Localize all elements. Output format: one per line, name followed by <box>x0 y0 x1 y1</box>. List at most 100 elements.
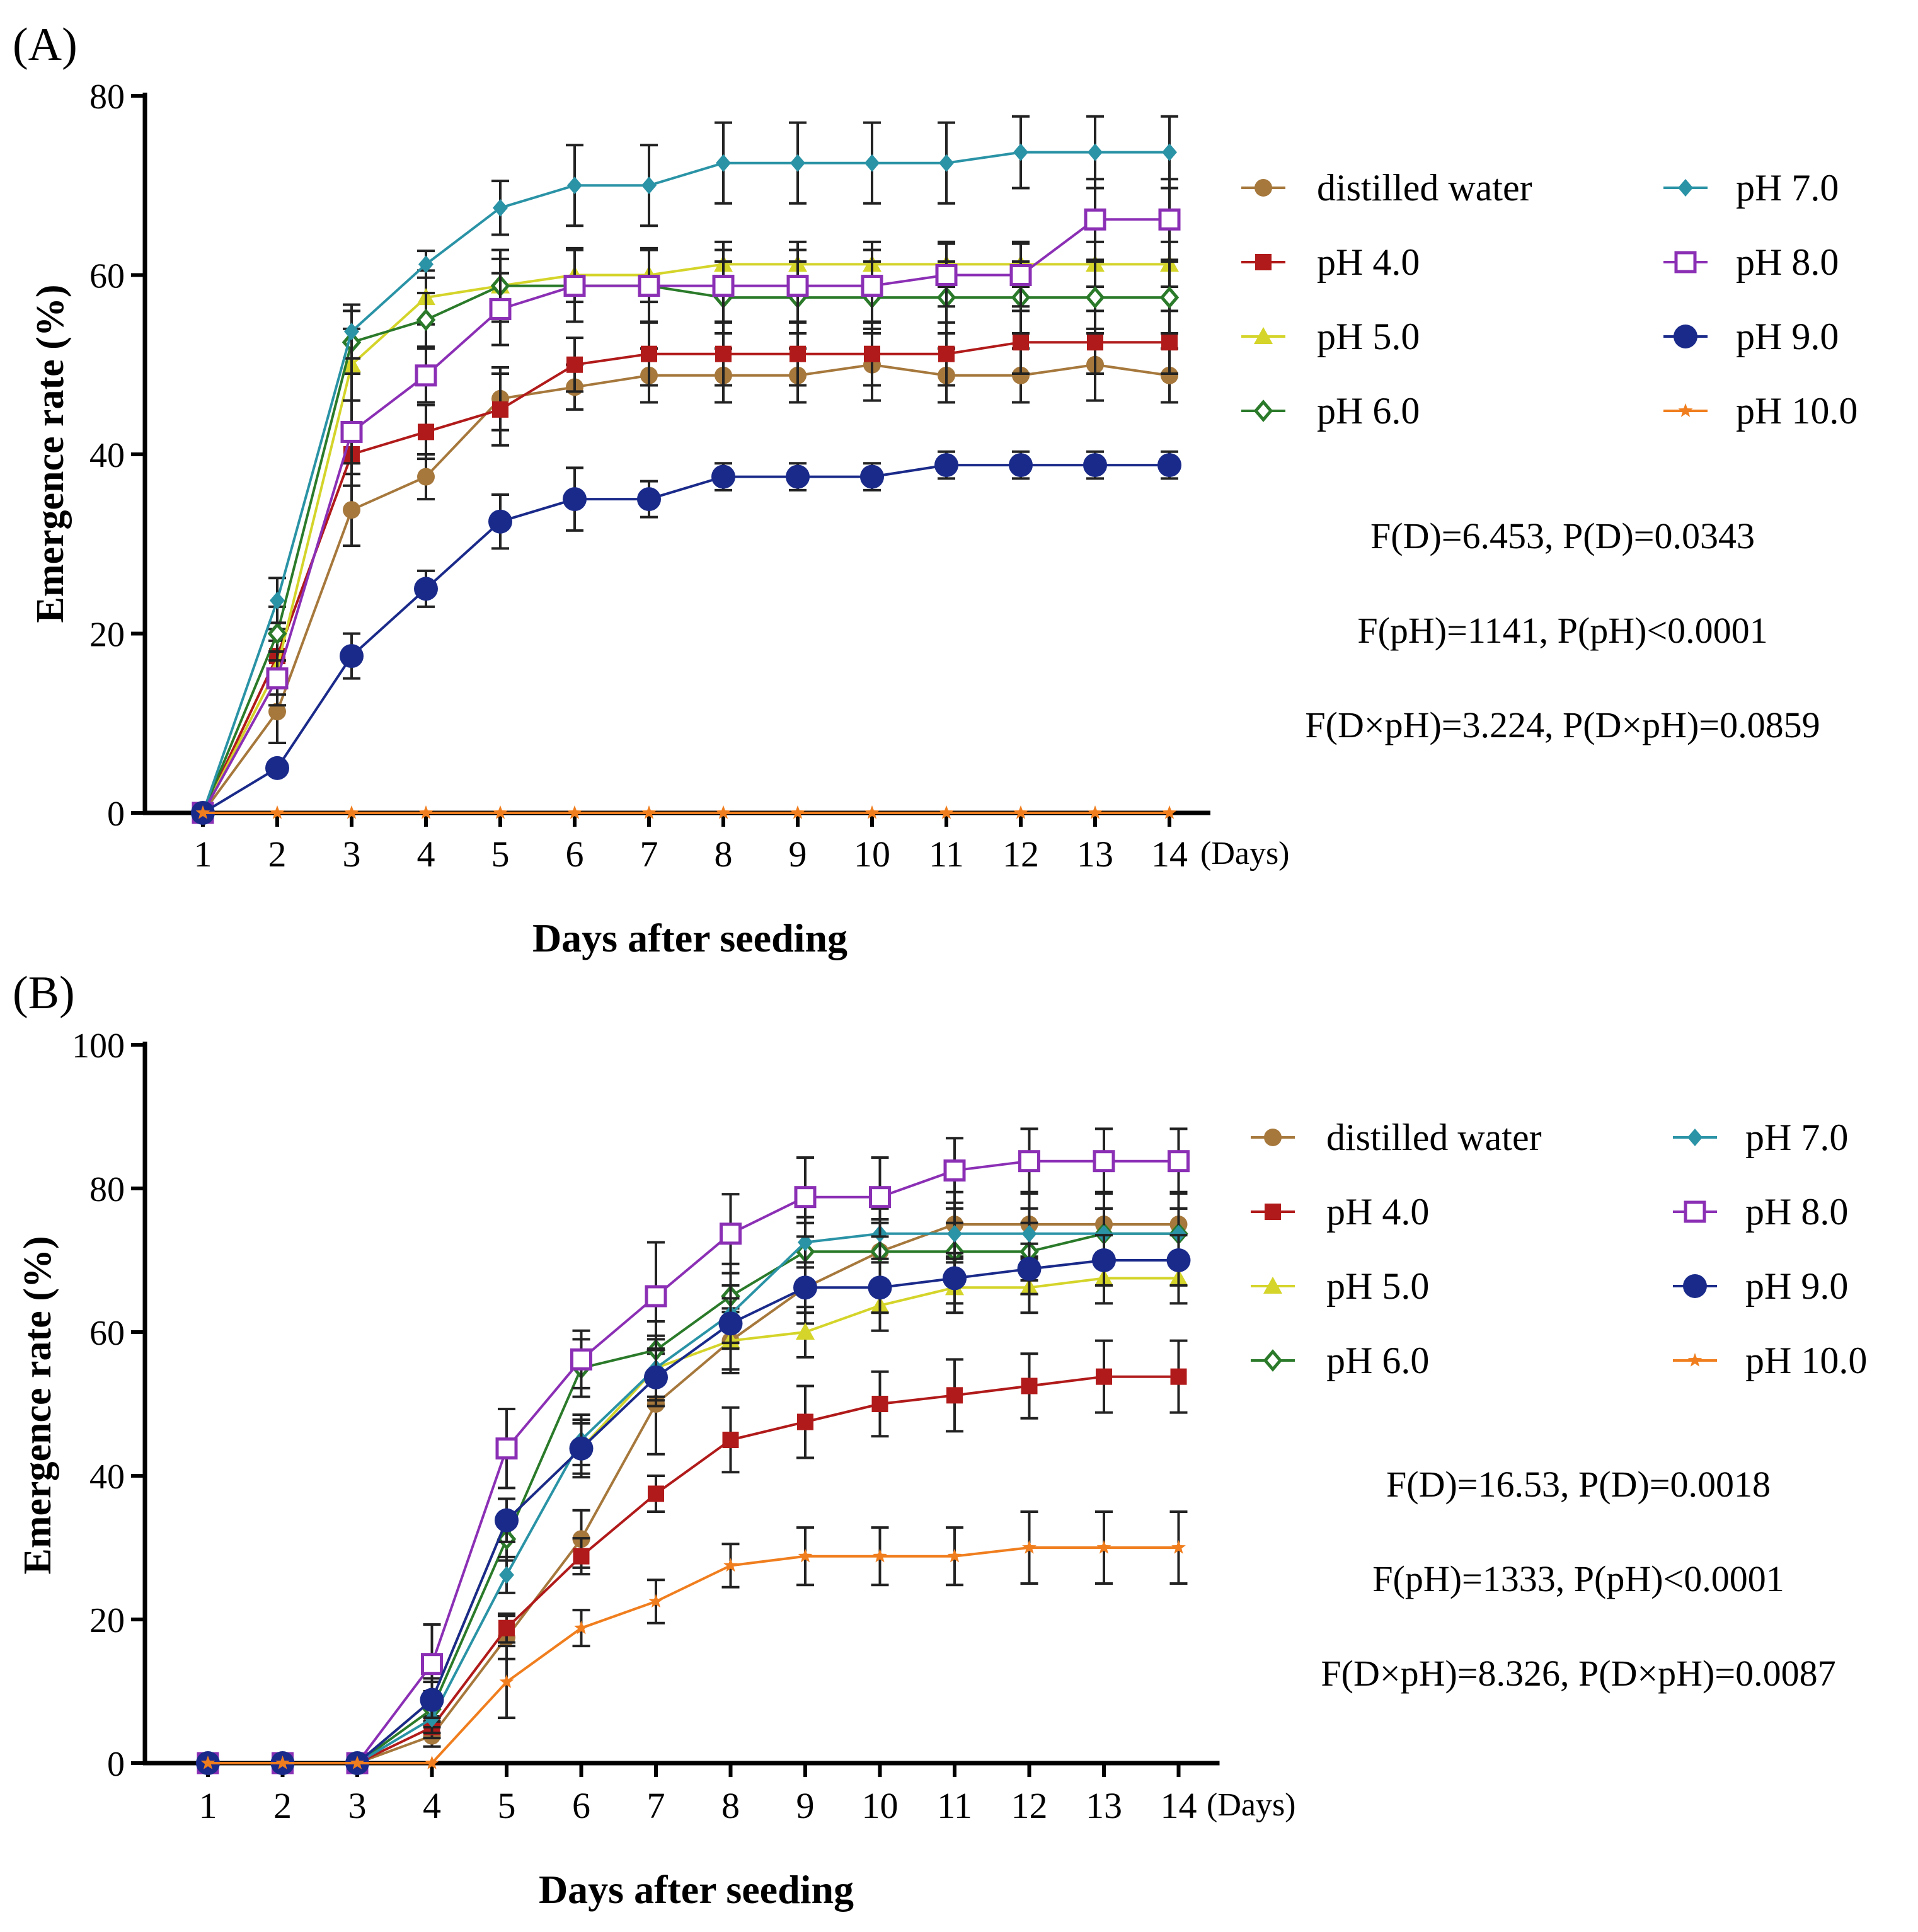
data-point <box>267 622 287 645</box>
data-point <box>794 1186 817 1209</box>
legend-label: pH 4.0 <box>1317 241 1420 283</box>
panel-a-y-tick-label: 40 <box>89 436 125 475</box>
data-point <box>195 805 210 819</box>
data-point <box>489 298 512 321</box>
panel-b-y-tick-label: 80 <box>89 1170 125 1209</box>
data-point <box>563 275 586 297</box>
panel-b-y-tick-label: 0 <box>107 1745 125 1784</box>
data-point <box>716 154 731 172</box>
legend-marker <box>1684 1200 1706 1223</box>
data-point <box>569 1436 594 1461</box>
data-point <box>1159 286 1180 309</box>
data-point <box>864 154 880 172</box>
legend-label: pH 7.0 <box>1745 1117 1848 1158</box>
panel-b-series-ph-10-0 <box>200 1510 1188 1769</box>
data-point <box>418 255 434 273</box>
data-point <box>268 703 286 721</box>
data-point <box>415 364 437 387</box>
data-point <box>790 805 805 819</box>
legend-item: pH 5.0 <box>1251 1265 1429 1307</box>
panel-b-x-axis-title: Days after seeding <box>539 1867 854 1912</box>
panel-b-series-ph-8-0 <box>197 1127 1190 1774</box>
legend-marker <box>1674 325 1697 348</box>
data-point <box>934 453 958 478</box>
series-line <box>202 363 1170 814</box>
panel-a-stat-annotation: F(D)=6.453, P(D)=0.0343 <box>1370 515 1755 556</box>
data-point <box>1021 1224 1037 1243</box>
series-line <box>202 218 1169 814</box>
data-point <box>718 1311 743 1336</box>
panel-a-y-tick-label: 60 <box>89 257 125 296</box>
series-line <box>202 341 1169 814</box>
data-point <box>421 1653 443 1676</box>
panel-b-x-tick-label: 6 <box>572 1785 590 1826</box>
data-point <box>1161 366 1178 384</box>
data-point <box>1170 1368 1187 1385</box>
data-point <box>200 1756 215 1769</box>
data-point <box>1022 1540 1037 1554</box>
data-point <box>1096 1368 1112 1385</box>
data-point <box>266 667 289 690</box>
data-point <box>868 1275 892 1300</box>
data-point <box>935 264 958 286</box>
data-point <box>1083 453 1107 478</box>
legend-label: pH 10.0 <box>1736 390 1858 432</box>
data-point <box>493 805 508 819</box>
data-point <box>418 423 434 440</box>
data-point <box>570 1348 592 1371</box>
data-point <box>641 176 657 195</box>
data-point <box>648 1485 664 1502</box>
data-point <box>1096 1540 1111 1554</box>
legend-label: pH 9.0 <box>1736 316 1839 357</box>
series-line <box>208 1232 1179 1764</box>
legend-marker <box>1687 1353 1703 1367</box>
legend-label: pH 4.0 <box>1326 1191 1429 1233</box>
data-point <box>798 1548 813 1563</box>
data-point <box>1088 143 1103 161</box>
legend-marker <box>1263 1277 1282 1294</box>
legend-marker <box>1678 403 1693 417</box>
data-point <box>1017 1256 1042 1281</box>
legend-item: pH 9.0 <box>1663 316 1839 357</box>
panel-b-x-tick-label: 4 <box>423 1785 441 1826</box>
panel-b-x-tick-label: 2 <box>273 1785 292 1826</box>
panel-a-x-tick-label: 3 <box>343 834 361 875</box>
legend-label: pH 8.0 <box>1736 241 1839 283</box>
legend-item: distilled water <box>1251 1117 1542 1158</box>
data-point <box>1096 1224 1111 1243</box>
data-point <box>343 501 360 519</box>
data-point <box>1157 453 1181 478</box>
data-point <box>495 1437 518 1460</box>
data-point <box>573 1548 590 1565</box>
panel-b-series-ph-5-0 <box>198 1251 1188 1771</box>
series-line <box>202 263 1169 814</box>
data-point <box>1162 143 1177 161</box>
data-point <box>1009 264 1032 286</box>
data-point <box>712 275 735 297</box>
data-point <box>499 1566 514 1584</box>
data-point <box>417 468 435 486</box>
data-point <box>499 1674 514 1688</box>
panel-a-panel-label: (A) <box>13 19 78 71</box>
panel-a-series-ph-9-0 <box>191 450 1181 825</box>
panel-b-x-tick-label: 13 <box>1086 1785 1122 1826</box>
data-point <box>1171 1540 1186 1554</box>
legend-label: pH 6.0 <box>1326 1340 1429 1381</box>
legend-item: pH 10.0 <box>1673 1340 1867 1381</box>
legend-label: distilled water <box>1317 167 1532 209</box>
panel-a-y-tick-label: 80 <box>89 78 125 117</box>
legend-marker <box>1687 1129 1703 1146</box>
panel-b-y-tick-label: 60 <box>89 1314 125 1353</box>
data-point <box>1018 1150 1040 1173</box>
data-point <box>416 308 436 331</box>
panel-b-x-tick-label: 9 <box>796 1785 815 1826</box>
data-point <box>786 275 809 297</box>
data-point <box>350 1756 365 1769</box>
panel-b-stat-annotation: F(D×pH)=8.326, P(D×pH)=0.0087 <box>1321 1653 1835 1694</box>
data-point <box>860 464 884 489</box>
data-point <box>1013 805 1028 819</box>
panel-a-series-ph-4-0 <box>195 309 1178 821</box>
data-point <box>340 644 364 669</box>
legend-marker <box>1678 179 1693 197</box>
panel-b-series-ph-4-0 <box>200 1339 1188 1771</box>
